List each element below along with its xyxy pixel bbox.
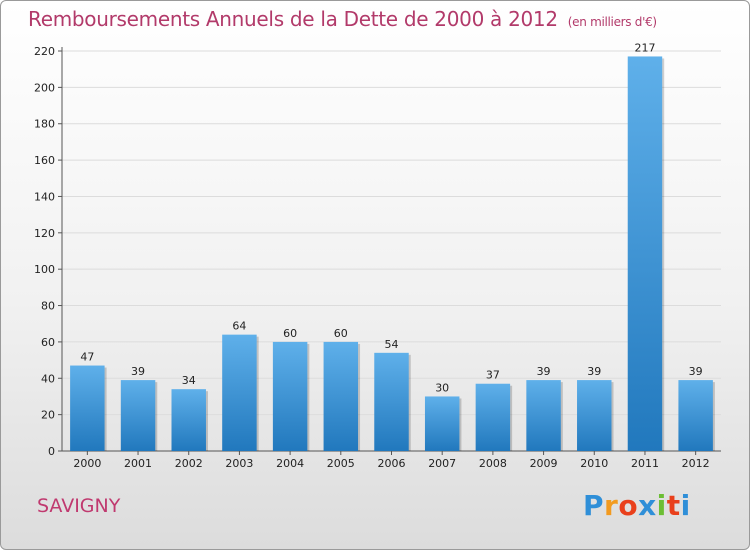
bar-2010 <box>577 380 612 451</box>
x-tick-label-2011: 2011 <box>631 457 659 470</box>
y-tick-label: 100 <box>34 263 55 276</box>
data-label-2003: 64 <box>232 320 246 333</box>
x-tick-label-2008: 2008 <box>479 457 507 470</box>
bar-2006 <box>374 352 409 451</box>
bar-2005 <box>323 341 359 451</box>
data-label-2011: 217 <box>634 41 655 54</box>
data-label-2001: 39 <box>131 365 145 378</box>
proxiti-logo: Proxiti <box>583 489 691 522</box>
bar-2004 <box>272 341 308 451</box>
bar-2011 <box>627 56 663 452</box>
chart-unit: (en milliers d'€) <box>567 15 657 29</box>
data-label-2006: 54 <box>385 338 399 351</box>
chart-title-text: Remboursements Annuels de la Dette de 20… <box>28 7 558 31</box>
y-tick-label: 160 <box>34 154 55 167</box>
y-tick-label: 0 <box>48 445 55 458</box>
y-tick-label: 180 <box>34 118 55 131</box>
data-label-2007: 30 <box>435 381 449 394</box>
y-tick-label: 40 <box>41 372 55 385</box>
data-label-2004: 60 <box>283 327 297 340</box>
x-tick-label-2000: 2000 <box>73 457 101 470</box>
x-tick-label-2012: 2012 <box>682 457 710 470</box>
y-tick-label: 220 <box>34 45 55 58</box>
data-label-2000: 47 <box>80 351 94 364</box>
logo-letter: P <box>583 489 605 522</box>
x-tick-label-2007: 2007 <box>428 457 456 470</box>
data-label-2005: 60 <box>334 327 348 340</box>
data-label-2010: 39 <box>587 365 601 378</box>
bar-2008 <box>475 383 511 451</box>
bar-2007 <box>424 396 460 451</box>
y-tick-label: 120 <box>34 227 55 240</box>
logo-letter: t <box>666 489 681 522</box>
bars <box>70 56 715 452</box>
logo-letter: i <box>680 489 691 522</box>
logo-letter: o <box>618 489 639 522</box>
x-tick-label-2002: 2002 <box>175 457 203 470</box>
x-tick-label-2004: 2004 <box>276 457 304 470</box>
commune-name: SAVIGNY <box>37 495 121 517</box>
logo-letter: x <box>638 489 657 522</box>
bar-2000 <box>70 365 105 451</box>
data-label-2009: 39 <box>537 365 551 378</box>
logo-letter: r <box>604 489 619 522</box>
x-tick-label-2005: 2005 <box>327 457 355 470</box>
x-tick-label-2003: 2003 <box>225 457 253 470</box>
y-tick-label: 140 <box>34 190 55 203</box>
x-tick-label-2010: 2010 <box>580 457 608 470</box>
data-label-2008: 37 <box>486 369 500 382</box>
x-tick-label-2001: 2001 <box>124 457 152 470</box>
axes: 0 20 40 60 80 100 120 140 160 180 200 220 2000 2001 20… <box>34 45 721 470</box>
bar-2009 <box>526 380 561 451</box>
bar-2001 <box>120 380 156 451</box>
y-tick-label: 60 <box>41 336 55 349</box>
labels: 47 39 34 64 60 60 54 30 37 39 39 217 39 <box>80 41 702 394</box>
y-tick-label: 20 <box>41 409 55 422</box>
logo-letter: i <box>656 489 667 522</box>
bar-2012 <box>678 380 713 451</box>
bar-2003 <box>222 334 257 451</box>
y-tick-label: 200 <box>34 81 55 94</box>
x-tick-label-2006: 2006 <box>378 457 406 470</box>
data-label-2012: 39 <box>689 365 703 378</box>
data-label-2002: 34 <box>182 374 196 387</box>
chart-title: Remboursements Annuels de la Dette de 20… <box>28 7 657 31</box>
bar-2002 <box>171 389 206 451</box>
x-tick-label-2009: 2009 <box>530 457 558 470</box>
y-tick-label: 80 <box>41 300 55 313</box>
